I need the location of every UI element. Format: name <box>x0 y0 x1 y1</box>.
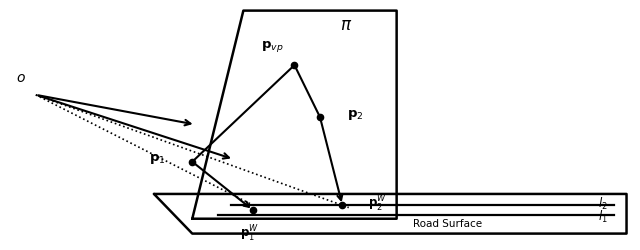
Text: $\mathbf{p}_2$: $\mathbf{p}_2$ <box>347 108 364 122</box>
Text: $\mathbf{p}_1$: $\mathbf{p}_1$ <box>149 152 166 166</box>
Text: $o$: $o$ <box>17 71 26 85</box>
Text: Road Surface: Road Surface <box>413 219 483 229</box>
Text: $\mathbf{p}_2^W$: $\mathbf{p}_2^W$ <box>368 194 387 214</box>
Text: $\mathbf{p}_{vp}$: $\mathbf{p}_{vp}$ <box>261 39 284 54</box>
Text: π: π <box>340 16 351 34</box>
Text: $l_2$: $l_2$ <box>598 196 607 212</box>
Text: $l_1$: $l_1$ <box>598 209 607 225</box>
Text: $\mathbf{p}_1^W$: $\mathbf{p}_1^W$ <box>240 224 259 244</box>
